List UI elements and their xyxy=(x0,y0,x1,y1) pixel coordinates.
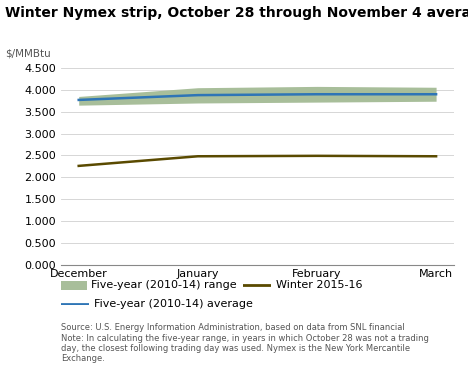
Text: Winter 2015-16: Winter 2015-16 xyxy=(276,280,363,290)
Text: Winter Nymex strip, October 28 through November 4 average: Winter Nymex strip, October 28 through N… xyxy=(5,6,468,20)
Text: $/MMBtu: $/MMBtu xyxy=(5,49,51,59)
Text: Five-year (2010-14) range: Five-year (2010-14) range xyxy=(91,280,237,290)
Text: Five-year (2010-14) average: Five-year (2010-14) average xyxy=(94,299,252,309)
Text: Source: U.S. Energy Information Administration, based on data from SNL financial: Source: U.S. Energy Information Administ… xyxy=(61,323,429,363)
